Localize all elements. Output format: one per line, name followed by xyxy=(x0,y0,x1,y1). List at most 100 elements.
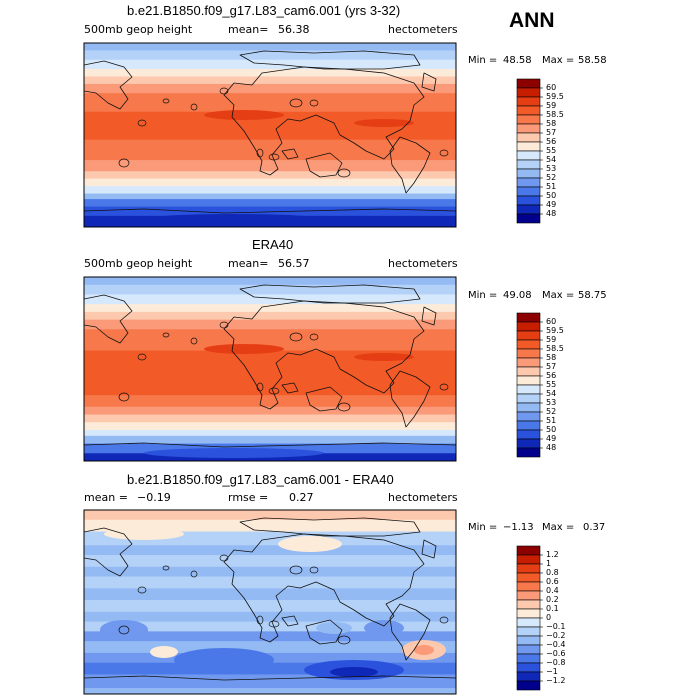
coastline xyxy=(239,517,421,537)
contour-band xyxy=(84,611,456,623)
colorbar-swatch xyxy=(516,375,541,386)
colorbar-swatch xyxy=(516,581,541,592)
coastline-island xyxy=(309,566,319,574)
colorbar-tick-label: −0.4 xyxy=(546,640,566,649)
contour-patch xyxy=(354,119,414,127)
panel1-max-value: 58.58 xyxy=(578,55,607,66)
colorbar-swatch xyxy=(516,177,541,188)
coastline xyxy=(421,72,437,92)
coastline xyxy=(223,533,425,643)
coastline-island xyxy=(137,353,147,361)
contour-patch xyxy=(144,214,324,224)
colorbar-tick-label: 58 xyxy=(546,119,557,128)
colorbar-swatch xyxy=(516,204,541,215)
colorbar-tick-label: 60 xyxy=(546,83,557,92)
colorbar-swatch xyxy=(516,321,541,332)
coastline xyxy=(84,675,456,694)
colorbar-swatch xyxy=(516,545,541,556)
panel1-min-label: Min = xyxy=(468,55,498,66)
contour-band xyxy=(84,688,456,694)
panel1-units: hectometers xyxy=(388,23,458,36)
coastline-island xyxy=(337,168,351,178)
contour-band xyxy=(84,160,456,172)
colorbar-tick-label: 48 xyxy=(546,209,557,218)
contour-band xyxy=(84,193,456,200)
colorbar-swatch xyxy=(516,563,541,574)
panel2-min-label: Min = xyxy=(468,290,498,301)
contour-band xyxy=(84,555,456,568)
coastline-island xyxy=(190,103,198,111)
colorbar-swatch xyxy=(516,680,541,691)
colorbar-tick-label: 51 xyxy=(546,416,557,425)
colorbar-swatch xyxy=(516,447,541,458)
contour-band xyxy=(84,43,456,52)
anomaly-contour xyxy=(316,622,352,634)
anomaly-contour xyxy=(278,536,342,552)
colorbar-swatch xyxy=(516,420,541,431)
coastline-island xyxy=(162,565,170,571)
contour-band xyxy=(84,519,456,533)
panel3-units: hectometers xyxy=(388,491,458,504)
contour-band xyxy=(84,631,456,642)
colorbar-swatch xyxy=(516,168,541,179)
colorbar-swatch xyxy=(516,411,541,422)
panel3-colorbar xyxy=(516,545,543,691)
contour-patch xyxy=(144,448,324,458)
coastline-island xyxy=(289,565,303,575)
panel2-mean-value: 56.57 xyxy=(278,257,310,270)
coastline xyxy=(239,50,421,70)
colorbar-tick-label: 58.5 xyxy=(546,344,564,353)
colorbar-swatch xyxy=(516,150,541,161)
coastline-island xyxy=(118,392,130,402)
contour-band xyxy=(84,430,456,437)
colorbar-swatch xyxy=(516,608,541,619)
colorbar-tick-label: 50 xyxy=(546,425,557,434)
coastline xyxy=(305,619,343,645)
coastline-island xyxy=(118,158,130,168)
coastline-island xyxy=(137,586,147,594)
colorbar-tick-label: 54 xyxy=(546,155,557,164)
contour-band xyxy=(84,304,456,313)
panel1-mean-value: 56.38 xyxy=(278,23,310,36)
contour-band xyxy=(84,93,456,113)
panel3-frame xyxy=(83,509,457,695)
colorbar-swatch xyxy=(516,123,541,134)
contour-patch xyxy=(204,110,284,120)
panel2-mean-label: mean= xyxy=(228,257,269,270)
contour-band xyxy=(84,422,456,431)
colorbar-swatch xyxy=(516,366,541,377)
contour-band xyxy=(84,76,456,85)
colorbar-swatch xyxy=(516,141,541,152)
coastline xyxy=(84,294,133,344)
colorbar-tick-label: 52 xyxy=(546,173,557,182)
panel1-map xyxy=(83,42,457,228)
colorbar-swatch xyxy=(516,429,541,440)
coastline xyxy=(305,386,343,412)
contour-band xyxy=(84,319,456,330)
colorbar-tick-label: 59.5 xyxy=(546,326,564,335)
panel1-min-value: 48.58 xyxy=(503,55,532,66)
panel3-map xyxy=(83,509,457,695)
coastline xyxy=(84,60,133,110)
colorbar-tick-label: −1.2 xyxy=(546,676,566,685)
coastline xyxy=(389,603,431,661)
anomaly-contour xyxy=(330,667,378,677)
colorbar-tick-label: 59 xyxy=(546,335,557,344)
panel3-rmse-value: 0.27 xyxy=(289,491,314,504)
contour-band xyxy=(84,186,456,195)
colorbar-tick-label: 0.1 xyxy=(546,604,559,613)
contour-band xyxy=(84,435,456,445)
colorbar-tick-label: 52 xyxy=(546,407,557,416)
colorbar-tick-label: 56 xyxy=(546,137,557,146)
colorbar-swatch xyxy=(516,186,541,197)
panel1-max-label: Max = xyxy=(542,55,575,66)
colorbar-tick-label: 60 xyxy=(546,317,557,326)
colorbar-tick-label: 59.5 xyxy=(546,92,564,101)
coastline xyxy=(239,284,421,304)
contour-band xyxy=(84,510,456,521)
colorbar-swatch xyxy=(516,213,541,224)
colorbar-swatch xyxy=(516,626,541,637)
colorbar-swatch xyxy=(516,159,541,170)
contour-band xyxy=(84,277,456,286)
colorbar-swatch xyxy=(516,357,541,368)
